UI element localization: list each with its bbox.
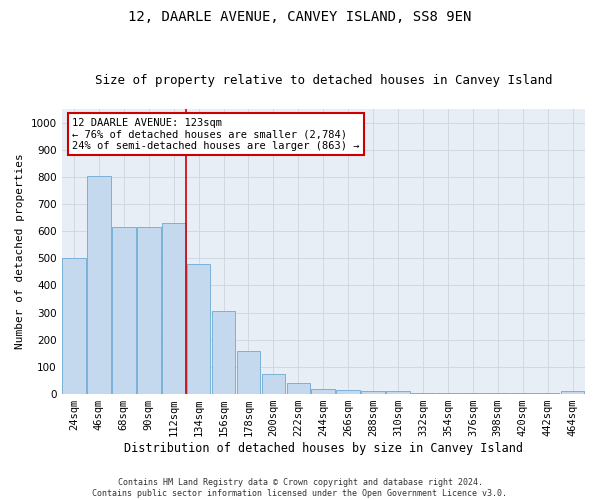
Bar: [112, 227, 136, 394]
Bar: [486, 392, 509, 394]
Bar: [87, 176, 111, 394]
X-axis label: Distribution of detached houses by size in Canvey Island: Distribution of detached houses by size …: [124, 442, 523, 455]
Bar: [287, 383, 310, 394]
Bar: [511, 392, 535, 394]
Y-axis label: Number of detached properties: Number of detached properties: [15, 154, 25, 350]
Bar: [411, 392, 435, 394]
Bar: [560, 392, 584, 394]
Bar: [212, 312, 235, 394]
Bar: [386, 392, 410, 394]
Bar: [62, 258, 86, 394]
Bar: [361, 392, 385, 394]
Text: 12, DAARLE AVENUE, CANVEY ISLAND, SS8 9EN: 12, DAARLE AVENUE, CANVEY ISLAND, SS8 9E…: [128, 10, 472, 24]
Bar: [436, 392, 460, 394]
Text: Contains HM Land Registry data © Crown copyright and database right 2024.
Contai: Contains HM Land Registry data © Crown c…: [92, 478, 508, 498]
Bar: [311, 388, 335, 394]
Text: 12 DAARLE AVENUE: 123sqm
← 76% of detached houses are smaller (2,784)
24% of sem: 12 DAARLE AVENUE: 123sqm ← 76% of detach…: [72, 118, 359, 151]
Bar: [337, 390, 360, 394]
Bar: [536, 392, 559, 394]
Title: Size of property relative to detached houses in Canvey Island: Size of property relative to detached ho…: [95, 74, 552, 87]
Bar: [137, 227, 161, 394]
Bar: [262, 374, 285, 394]
Bar: [461, 392, 485, 394]
Bar: [187, 264, 211, 394]
Bar: [236, 350, 260, 394]
Bar: [162, 223, 185, 394]
